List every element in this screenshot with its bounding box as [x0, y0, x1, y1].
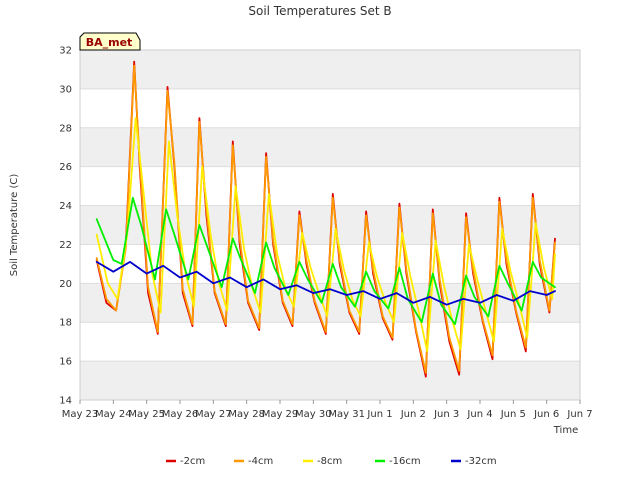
y-tick-label: 22 — [59, 240, 72, 251]
plot-bands — [80, 50, 580, 400]
x-tick-label: May 26 — [162, 409, 199, 420]
grid-band — [80, 50, 580, 89]
grid-band — [80, 361, 580, 400]
y-tick-label: 20 — [59, 279, 72, 290]
x-tick-label: May 24 — [95, 409, 132, 420]
x-tick-label: May 27 — [195, 409, 232, 420]
x-tick-label: May 29 — [262, 409, 299, 420]
x-tick-label: Jun 2 — [400, 409, 426, 420]
legend-label: -2cm — [180, 456, 205, 467]
x-tick-label: May 28 — [228, 409, 265, 420]
legend-label: -32cm — [465, 456, 497, 467]
x-tick-label: Jun 5 — [500, 409, 526, 420]
site-label-tag: BA_met — [79, 32, 141, 51]
y-axis-ticks: 14 16 18 20 22 24 26 28 30 32 — [59, 46, 72, 407]
legend-label: -16cm — [389, 456, 421, 467]
y-tick-label: 28 — [59, 123, 72, 134]
x-axis-title: Time — [553, 425, 578, 436]
chart-legend: -2cm -4cm -8cm -16cm -32cm — [166, 456, 497, 467]
series-lines — [95, 60, 556, 378]
x-tick-label: Jun 7 — [566, 409, 592, 420]
x-tick-label: May 25 — [128, 409, 165, 420]
legend-label: -4cm — [248, 456, 273, 467]
x-tick-label: May 31 — [328, 409, 365, 420]
site-label-box — [79, 32, 141, 51]
plot-area-border — [79, 49, 581, 401]
y-tick-label: 24 — [59, 201, 72, 212]
y-tick-label: 26 — [59, 162, 72, 173]
y-axis-title: Soil Temperature (C) — [9, 174, 20, 277]
y-tick-label: 16 — [59, 357, 72, 368]
site-label-text: BA_met — [86, 36, 133, 49]
x-tick-label: May 23 — [62, 409, 99, 420]
y-tick-label: 30 — [59, 84, 72, 95]
series-line-16cmcm — [95, 196, 556, 326]
y-tick-label: 32 — [59, 46, 72, 57]
x-tick-label: May 30 — [295, 409, 332, 420]
x-tick-label: Jun 4 — [466, 409, 492, 420]
y-tick-label: 14 — [59, 396, 72, 407]
series-line-8cmcm — [95, 117, 556, 353]
series-line-4cmcm — [95, 64, 556, 374]
x-tick-label: Jun 3 — [433, 409, 459, 420]
series-line-32cmcm — [95, 260, 556, 306]
legend-label: -8cm — [317, 456, 342, 467]
y-tick-label: 18 — [59, 318, 72, 329]
chart-title: Soil Temperatures Set B — [248, 4, 391, 18]
x-tick-label: Jun 6 — [533, 409, 559, 420]
x-tick-label: Jun 1 — [366, 409, 392, 420]
grid-band — [80, 127, 580, 167]
